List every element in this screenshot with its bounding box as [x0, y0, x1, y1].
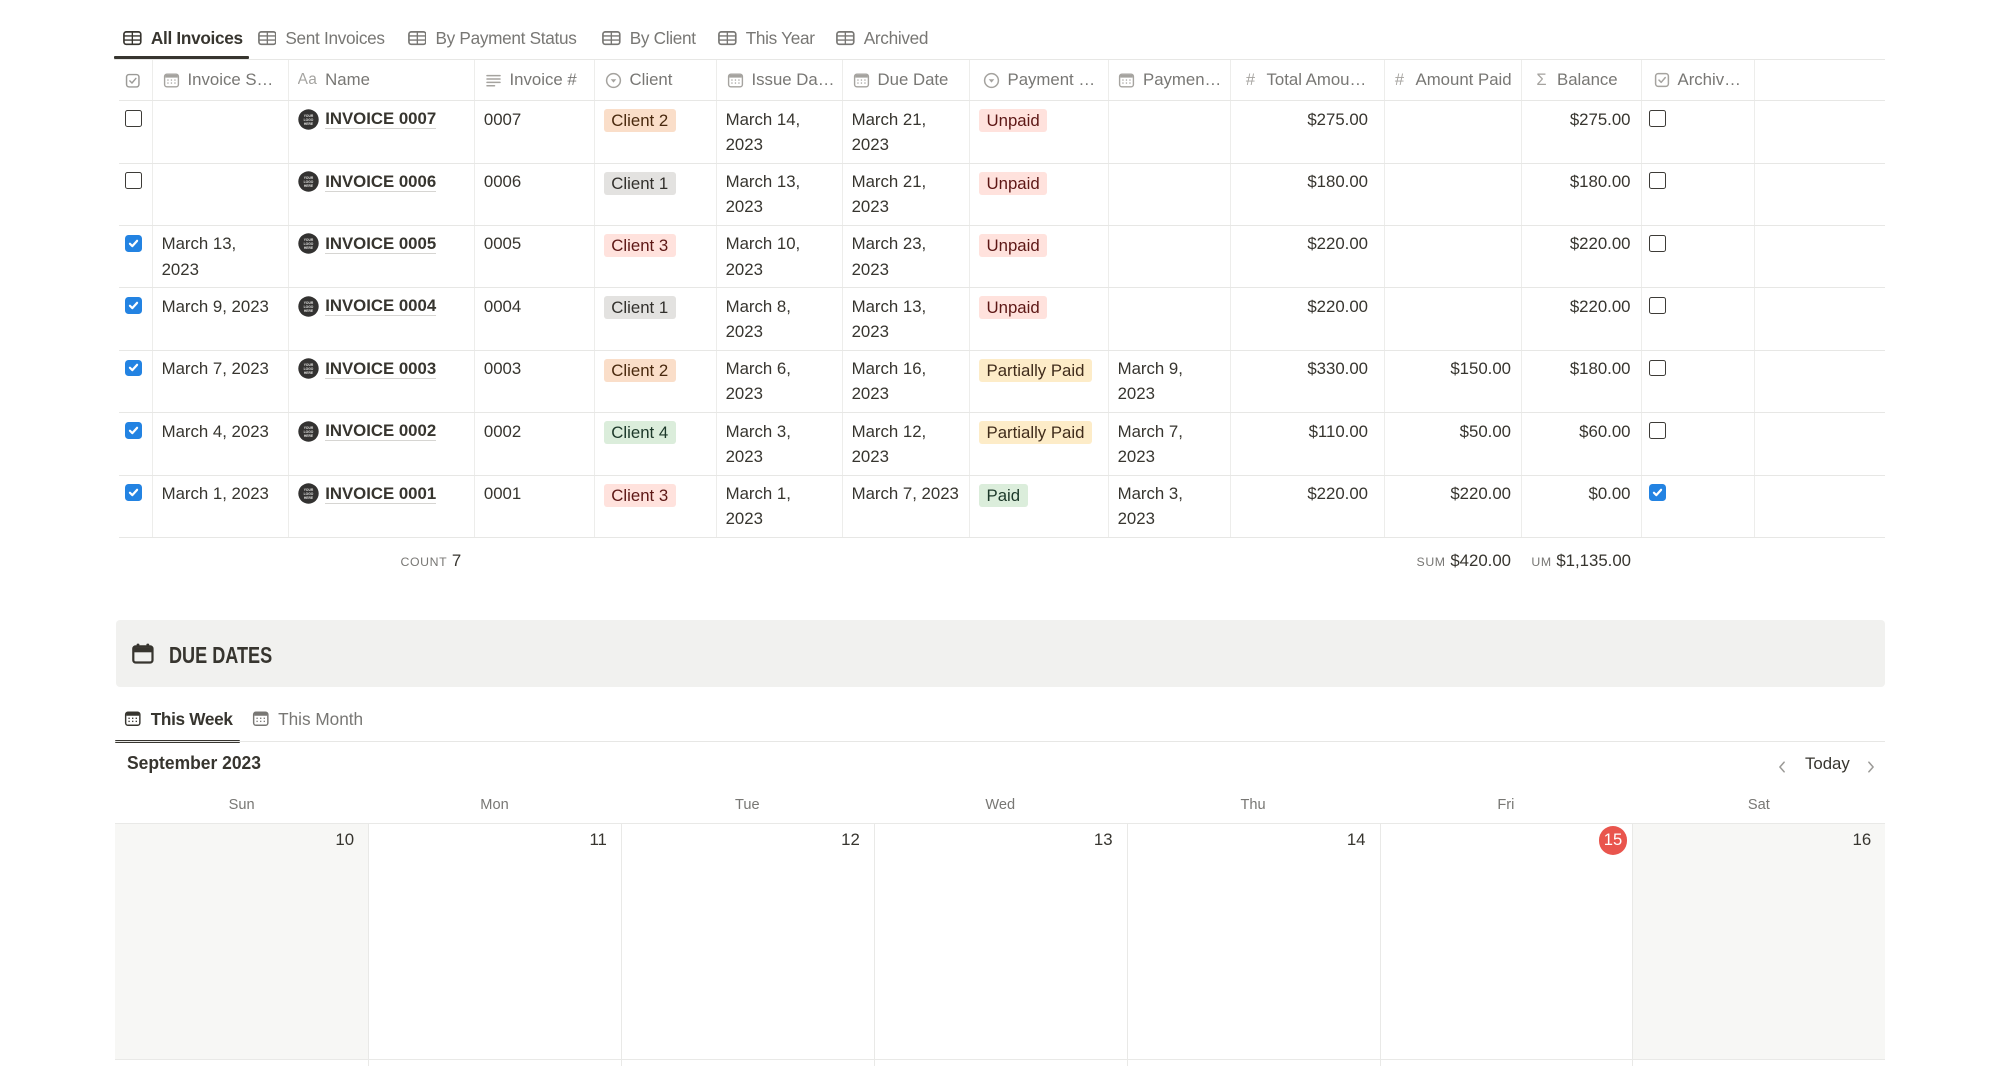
svg-text:LOGO: LOGO [303, 492, 313, 496]
svg-text:LOGO: LOGO [303, 367, 313, 371]
svg-text:LOGO: LOGO [303, 118, 313, 122]
svg-text:YOUR: YOUR [303, 114, 313, 118]
svg-text:HERE: HERE [304, 371, 314, 375]
svg-text:LOGO: LOGO [303, 430, 313, 434]
svg-text:YOUR: YOUR [303, 176, 313, 180]
svg-text:YOUR: YOUR [303, 426, 313, 430]
svg-text:LOGO: LOGO [303, 242, 313, 246]
svg-text:LOGO: LOGO [303, 305, 313, 309]
svg-text:YOUR: YOUR [303, 301, 313, 305]
svg-text:HERE: HERE [304, 246, 314, 250]
svg-text:HERE: HERE [304, 496, 314, 500]
svg-text:YOUR: YOUR [303, 488, 313, 492]
svg-text:HERE: HERE [304, 434, 314, 438]
svg-text:YOUR: YOUR [303, 238, 313, 242]
svg-text:LOGO: LOGO [303, 180, 313, 184]
svg-text:YOUR: YOUR [303, 363, 313, 367]
svg-text:HERE: HERE [304, 184, 314, 188]
svg-text:HERE: HERE [304, 309, 314, 313]
svg-text:HERE: HERE [304, 122, 314, 126]
